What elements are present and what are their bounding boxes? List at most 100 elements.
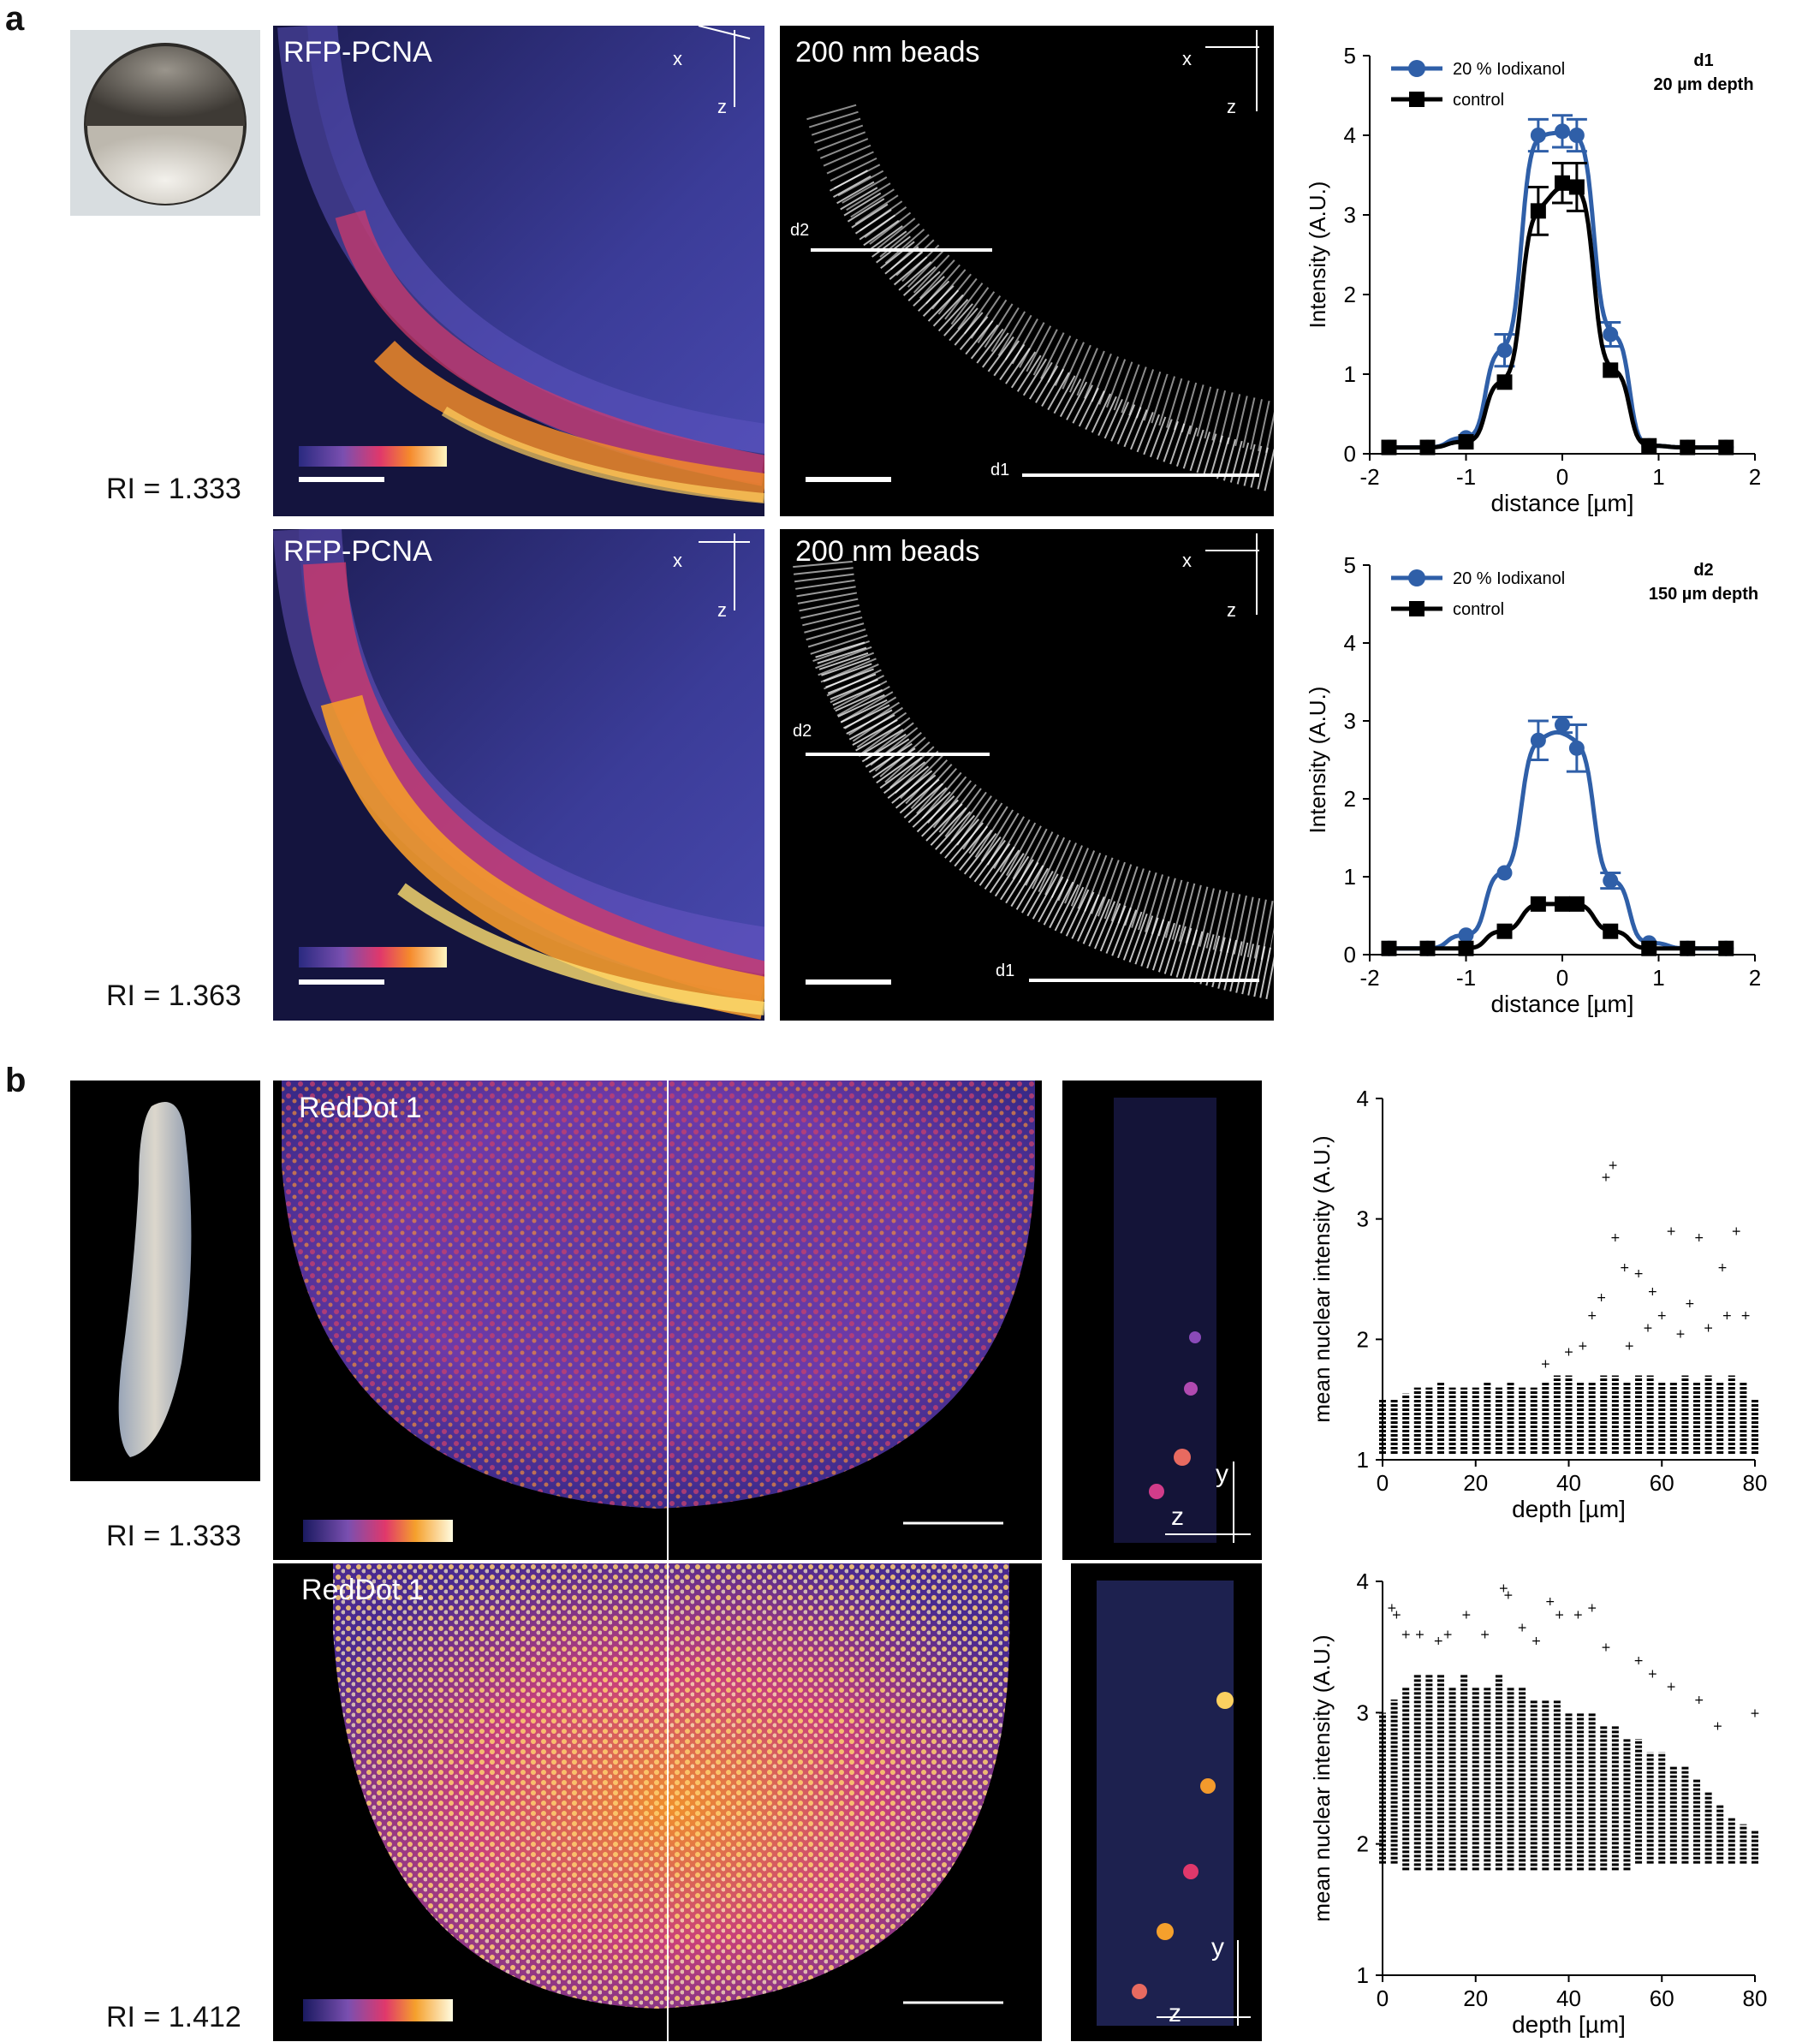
data-point — [1496, 923, 1513, 939]
x-tick-label: 1 — [1652, 965, 1664, 991]
x-tick-label: 0 — [1377, 1470, 1389, 1496]
data-point: + — [1608, 1158, 1618, 1172]
y-tick-label: 0 — [1344, 942, 1356, 967]
y-tick-label: 5 — [1344, 43, 1356, 68]
image-title-rfp-pcna: RFP-PCNA — [283, 535, 432, 568]
x-tick-label: 0 — [1556, 464, 1568, 490]
y-tick-label: 2 — [1344, 282, 1356, 307]
data-point: + — [1610, 1231, 1621, 1245]
line-profile-label-d2: d2 — [790, 221, 810, 240]
data-point — [1603, 326, 1619, 342]
y-tick-label: 3 — [1357, 1206, 1369, 1232]
axis-label-y: y — [1216, 1460, 1228, 1488]
data-point: + — [1731, 1225, 1741, 1239]
data-point — [1381, 940, 1397, 956]
data-point: + — [1499, 1582, 1509, 1596]
data-point — [1458, 940, 1474, 956]
data-point: + — [1517, 1622, 1527, 1635]
x-tick-label: 2 — [1749, 965, 1761, 991]
data-point: + — [1620, 1261, 1630, 1275]
chart-intensity-d2: 0 1 2 3 4 5 -2 -1 0 1 2 distance [µm] Intensity (A.U… — [1305, 552, 1761, 1017]
axis-label-z: z — [1171, 1503, 1184, 1531]
x-tick-label: 40 — [1556, 1470, 1581, 1496]
data-point: + — [1685, 1297, 1695, 1311]
data-point — [1381, 439, 1397, 455]
x-tick-label: 0 — [1556, 965, 1568, 991]
data-point — [1496, 865, 1513, 881]
legend-label: 20 % Iodixanol — [1453, 569, 1565, 588]
chart-intensity-d1: 0 1 2 3 4 5 -2 -1 0 1 2 distance [µm] Intensity (A.U… — [1305, 43, 1761, 516]
x-tick-label: -2 — [1359, 464, 1379, 490]
y-tick-label: 4 — [1357, 1569, 1369, 1594]
beads-image — [780, 529, 1274, 1021]
image-title-beads: 200 nm beads — [795, 36, 980, 68]
zebrafish-embryo-photo — [70, 30, 260, 216]
x-tick-label: -1 — [1456, 464, 1476, 490]
data-point: + — [1675, 1327, 1686, 1341]
y-tick-label: 3 — [1357, 1700, 1369, 1725]
data-point — [1555, 717, 1570, 733]
series-line-control — [1383, 183, 1729, 450]
data-point: + — [1601, 1641, 1611, 1655]
x-tick-label: 80 — [1743, 1470, 1768, 1496]
depth-annotation-depth: 20 µm depth — [1653, 75, 1753, 94]
data-point: + — [1578, 1339, 1588, 1353]
data-point: + — [1648, 1667, 1658, 1681]
y-tick-label: 1 — [1357, 1447, 1369, 1473]
data-point — [1419, 940, 1436, 956]
axis-label-z: z — [717, 96, 727, 117]
x-axis-label: depth [µm] — [1512, 2011, 1626, 2038]
data-point: + — [1555, 1608, 1565, 1622]
rfp-pcna-image — [273, 26, 764, 516]
planarian-photo — [70, 1081, 260, 1481]
refractive-index-label: RI = 1.412 — [106, 2001, 241, 2033]
y-axis-label: Intensity (A.U.) — [1305, 687, 1330, 834]
y-tick-label: 1 — [1357, 1962, 1369, 1988]
data-point: + — [1717, 1261, 1728, 1275]
x-tick-label: 1 — [1652, 464, 1664, 490]
data-point: + — [1545, 1595, 1555, 1609]
data-point — [1555, 123, 1570, 140]
data-point — [1496, 342, 1513, 359]
line-profile-label-d2: d2 — [793, 722, 812, 741]
data-point: + — [1643, 1321, 1653, 1335]
orthogonal-view-yz — [1071, 1563, 1262, 2041]
y-tick-label: 4 — [1344, 122, 1356, 148]
y-axis-label: mean nuclear intensity (A.U.) — [1309, 1634, 1335, 1921]
data-point: + — [1415, 1628, 1425, 1641]
image-title-beads: 200 nm beads — [795, 535, 980, 568]
data-point — [1603, 362, 1619, 378]
data-point — [1718, 439, 1734, 455]
data-point — [1419, 439, 1436, 455]
legend-swatch-marker — [1408, 569, 1425, 586]
y-tick-label: 3 — [1344, 202, 1356, 228]
data-point: + — [1694, 1231, 1704, 1245]
legend-label: 20 % Iodixanol — [1453, 60, 1565, 79]
depth-annotation-line: d2 — [1693, 561, 1713, 580]
x-tick-label: 40 — [1556, 1985, 1581, 2011]
data-point: + — [1391, 1608, 1401, 1622]
data-point — [1555, 175, 1570, 191]
data-point — [1641, 438, 1657, 454]
x-tick-label: 2 — [1749, 464, 1761, 490]
legend-swatch-marker — [1409, 92, 1424, 107]
line-profile-label-d1: d1 — [990, 461, 1010, 479]
axis-label-x: x — [673, 48, 682, 69]
legend-swatch-marker — [1408, 60, 1425, 77]
y-tick-label: 2 — [1357, 1831, 1369, 1857]
data-point — [1496, 374, 1513, 390]
axis-label-x: x — [1182, 550, 1192, 571]
data-point: + — [1656, 1309, 1667, 1323]
y-tick-label: 5 — [1344, 552, 1356, 578]
x-tick-label: 0 — [1377, 1985, 1389, 2011]
data-point: + — [1648, 1285, 1658, 1299]
x-tick-label: -2 — [1359, 965, 1379, 991]
data-point: + — [1532, 1634, 1542, 1648]
data-point — [1555, 896, 1570, 912]
data-point: + — [1666, 1225, 1676, 1239]
data-point: + — [1564, 1345, 1574, 1359]
y-tick-label: 3 — [1344, 708, 1356, 734]
y-tick-label: 1 — [1344, 864, 1356, 890]
